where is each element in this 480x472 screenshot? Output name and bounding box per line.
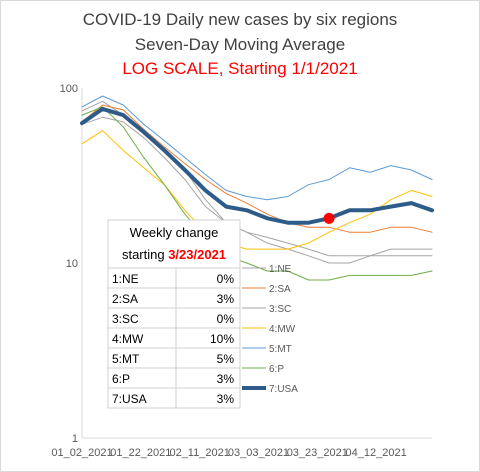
x-tick-label: 03_23_2021 bbox=[287, 447, 348, 459]
legend-label-7-USA: 7:USA bbox=[269, 384, 298, 395]
legend-label-6-P: 6:P bbox=[269, 364, 284, 375]
series-line-7-USA bbox=[80, 106, 434, 225]
y-tick-label: 10 bbox=[66, 258, 78, 270]
series-line-5-MT bbox=[81, 95, 433, 201]
chart-subtitle: Seven-Day Moving Average bbox=[134, 35, 346, 54]
weekly-change-header: Weekly change bbox=[130, 225, 219, 240]
series-line-4-MW bbox=[81, 130, 433, 250]
y-tick-label: 1 bbox=[72, 433, 78, 445]
table-change-cell: 0% bbox=[217, 272, 235, 286]
table-change-cell: 3% bbox=[217, 292, 235, 306]
legend-label-4-MW: 4:MW bbox=[269, 324, 296, 335]
x-tick-label: 01_02_2021 bbox=[51, 447, 112, 459]
table-change-cell: 10% bbox=[210, 332, 234, 346]
table-change-cell: 5% bbox=[217, 352, 235, 366]
weekly-change-starting: starting 3/23/2021 bbox=[122, 247, 226, 262]
table-change-cell: 0% bbox=[217, 312, 235, 326]
x-tick-label: 04_12_2021 bbox=[346, 447, 407, 459]
series-line-3-SC bbox=[81, 116, 433, 264]
series-line-2-SA bbox=[81, 104, 433, 233]
weekly-change-table bbox=[107, 219, 241, 409]
legend-label-3-SC: 3:SC bbox=[269, 304, 291, 315]
table-change-cell: 3% bbox=[217, 392, 235, 406]
starting-label: starting bbox=[122, 247, 168, 262]
highlight-marker bbox=[323, 212, 335, 224]
table-region-cell: 1:NE bbox=[112, 272, 139, 286]
table-region-cell: 6:P bbox=[112, 372, 130, 386]
y-tick-label: 100 bbox=[60, 83, 78, 95]
legend-label-2-SA: 2:SA bbox=[269, 284, 291, 295]
x-tick-label: 03_03_2021 bbox=[228, 447, 289, 459]
table-change-cell: 3% bbox=[217, 372, 235, 386]
x-tick-label: 01_22_2021 bbox=[110, 447, 171, 459]
table-region-cell: 4:MW bbox=[112, 332, 144, 346]
legend-label-5-MT: 5:MT bbox=[269, 344, 292, 355]
legend-label-1-NE: 1:NE bbox=[269, 264, 292, 275]
chart-title: COVID-19 Daily new cases by six regions bbox=[82, 10, 398, 29]
chart-subtitle-log-scale: LOG SCALE, Starting 1/1/2021 bbox=[122, 59, 358, 78]
x-tick-label: 02_11_2021 bbox=[169, 447, 229, 459]
series-line-6-P bbox=[81, 106, 433, 281]
table-region-cell: 3:SC bbox=[112, 312, 139, 326]
table-region-cell: 2:SA bbox=[112, 292, 138, 306]
table-region-cell: 7:USA bbox=[112, 392, 147, 406]
starting-date: 3/23/2021 bbox=[168, 247, 226, 262]
table-region-cell: 5:MT bbox=[112, 352, 140, 366]
